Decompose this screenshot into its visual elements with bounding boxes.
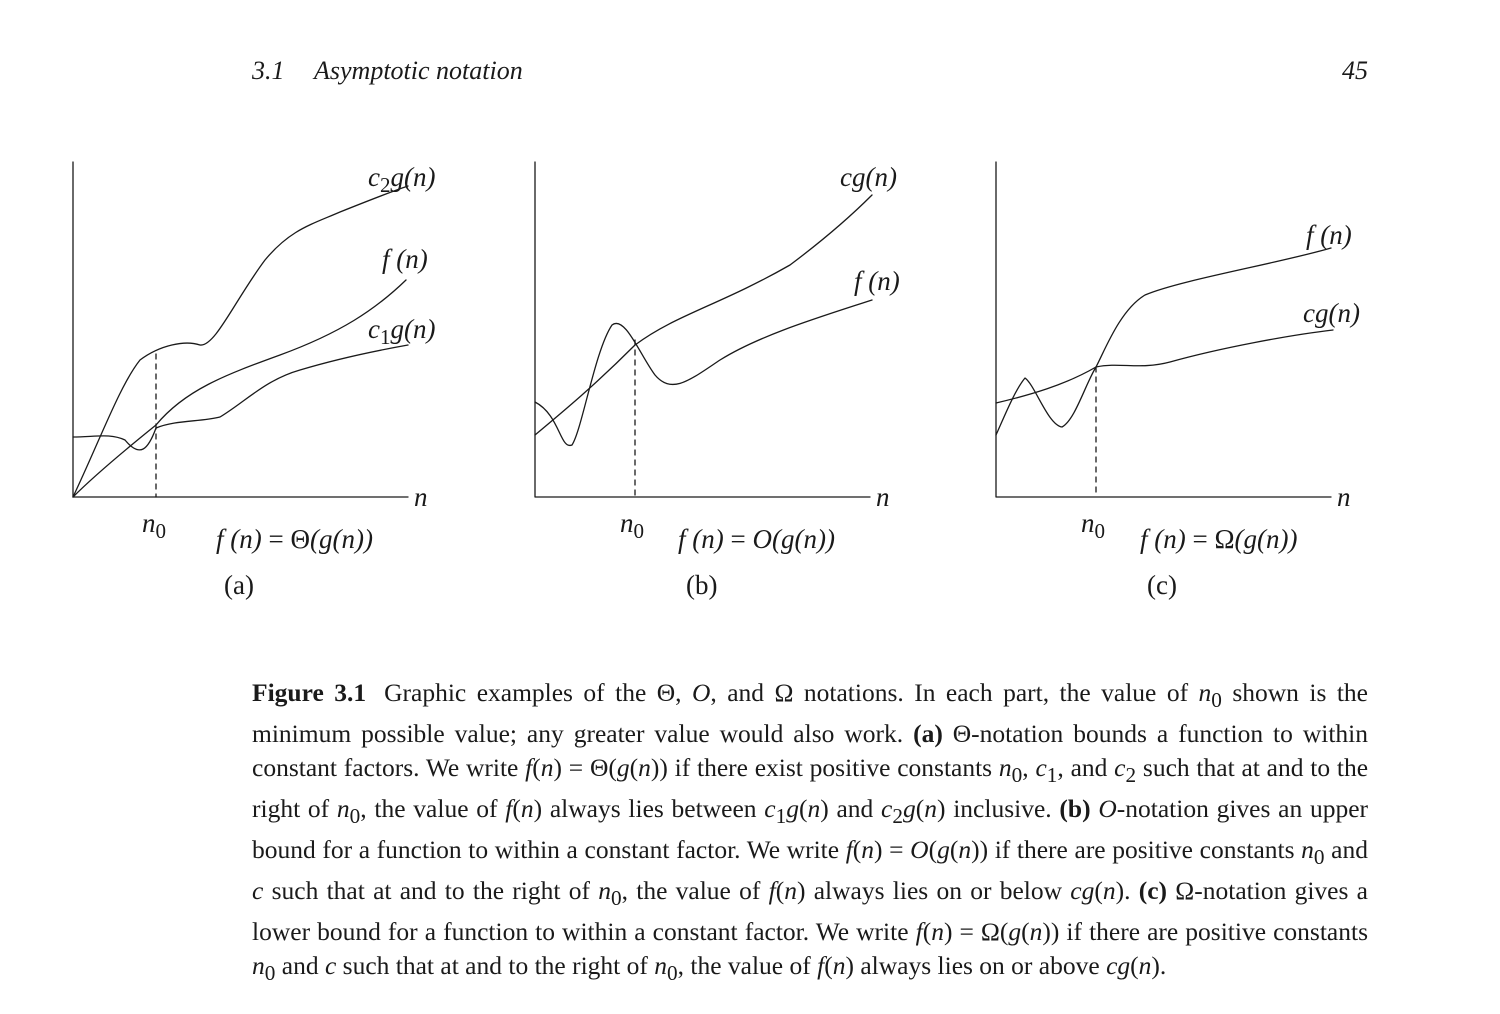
panel-b-axis-label: n bbox=[876, 482, 890, 512]
panel-c-curve-f bbox=[995, 247, 1332, 436]
panel-b-drawing bbox=[534, 161, 873, 498]
panel-b-curve-cg bbox=[534, 194, 873, 436]
panel-a-axes bbox=[72, 161, 409, 498]
panel-a-drawing bbox=[72, 161, 409, 498]
panel-a-threshold-label: n0 bbox=[142, 508, 167, 543]
panel-c-label-cg: cg(n) bbox=[1303, 298, 1360, 328]
panel-c-axes bbox=[995, 161, 1332, 498]
panel-a-curve-f bbox=[72, 279, 407, 498]
running-head: 3.1 Asymptotic notation 45 bbox=[252, 56, 1368, 92]
panel-c-curve-cg bbox=[995, 329, 1334, 404]
panel-b-label-cg: cg(n) bbox=[840, 162, 897, 192]
panel-c-label-f: f (n) bbox=[1306, 220, 1352, 250]
figure-label: Figure 3.1 bbox=[252, 678, 367, 707]
page-number: 45 bbox=[1342, 56, 1368, 85]
panel-c-equation: f (n) = Ω(g(n)) bbox=[1140, 524, 1298, 554]
panel-c-threshold-label: n0 bbox=[1081, 508, 1106, 543]
panel-a-letter: (a) bbox=[224, 570, 254, 600]
caption-text: Graphic examples of the Θ, O, and Ω nota… bbox=[252, 678, 1369, 986]
panel-a-label-f: f (n) bbox=[382, 244, 428, 274]
panel-a-axis-label: n bbox=[414, 482, 428, 512]
panel-c-letter: (c) bbox=[1147, 570, 1177, 600]
panel-b-equation: f (n) = O(g(n)) bbox=[678, 524, 835, 554]
section-number: 3.1 bbox=[252, 56, 285, 85]
panel-c-drawing bbox=[995, 161, 1334, 498]
panel-a-label-c2g: c2g(n) bbox=[368, 162, 436, 197]
panel-b-label-f: f (n) bbox=[854, 266, 900, 296]
figure-drawing bbox=[72, 161, 1334, 498]
panel-a-curve-c1g bbox=[72, 344, 409, 451]
section-title: Asymptotic notation bbox=[314, 56, 523, 85]
figure-3-1: c2g(n) f (n) c1g(n) n n0 f (n) = Θ(g(n))… bbox=[0, 140, 1500, 620]
panel-b-curve-f bbox=[534, 299, 873, 446]
panel-c-axis-label: n bbox=[1337, 482, 1351, 512]
panel-a-equation: f (n) = Θ(g(n)) bbox=[216, 524, 373, 554]
panel-a-curve-c2g bbox=[72, 185, 409, 498]
figure-caption: Figure 3.1 Graphic examples of the Θ, O, … bbox=[252, 676, 1368, 991]
panel-b-threshold-label: n0 bbox=[620, 508, 645, 543]
panel-b-axes bbox=[534, 161, 871, 498]
panel-a-label-c1g: c1g(n) bbox=[368, 314, 436, 349]
panel-b-letter: (b) bbox=[686, 570, 718, 600]
